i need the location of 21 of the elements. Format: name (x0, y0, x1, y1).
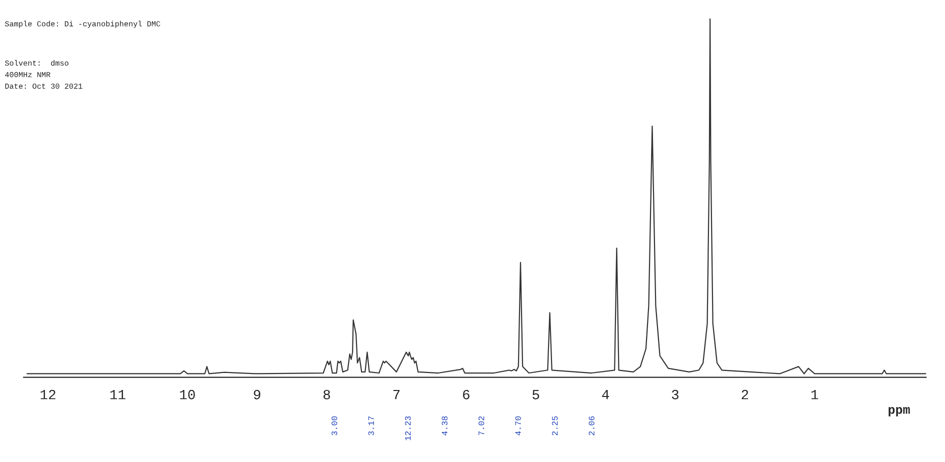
x-tick-label: 9 (254, 390, 260, 400)
text: 2.06 (588, 416, 594, 436)
text: 4.38 (442, 416, 448, 436)
x-tick-label: 7 (393, 390, 400, 400)
x-tick-label: 8 (324, 390, 330, 400)
x-tick-label: 1 (811, 390, 818, 400)
x-tick-label: 10 (180, 390, 195, 400)
text: 12.23 (405, 416, 411, 440)
x-tick-label: 3 (672, 390, 679, 400)
x-tick-label: 11 (110, 390, 126, 400)
text: 2.25 (552, 416, 558, 436)
x-tick-label: 6 (463, 390, 470, 400)
x-axis-title: ppm (888, 407, 910, 416)
x-tick-label: 2 (742, 390, 748, 400)
text: 3.17 (368, 416, 374, 436)
text: 3.00 (332, 416, 338, 436)
text: 4.70 (515, 416, 521, 436)
x-tick-label: 12 (40, 390, 56, 400)
text: 7.02 (478, 416, 484, 436)
x-tick-label: 5 (532, 390, 540, 400)
x-tick-label: 4 (602, 390, 609, 400)
